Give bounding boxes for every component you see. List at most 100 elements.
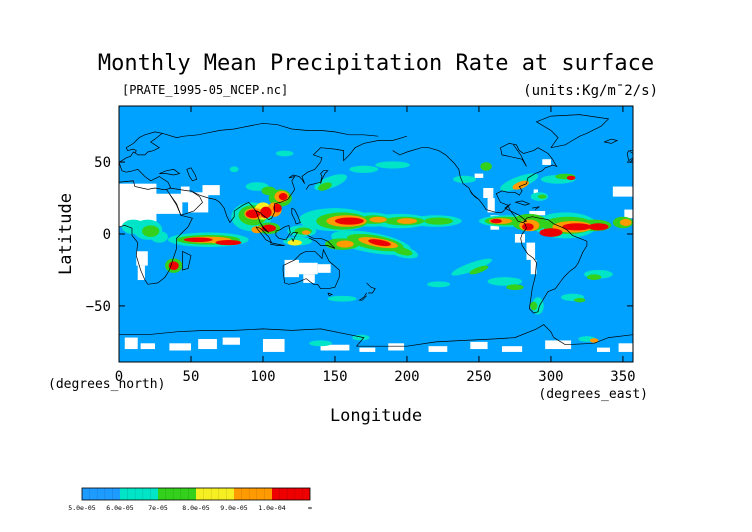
x-unit-label: (degrees_east) bbox=[538, 387, 648, 402]
precipitation-blob bbox=[588, 223, 609, 231]
x-tick-label: 0 bbox=[115, 369, 123, 385]
coastline bbox=[119, 324, 633, 347]
colorbar-swatch bbox=[82, 488, 120, 500]
precipitation-blob bbox=[287, 239, 302, 246]
missing-data-region bbox=[359, 347, 376, 352]
missing-data-region bbox=[542, 159, 551, 165]
y-axis-label: Latitude bbox=[56, 193, 76, 275]
coastline bbox=[255, 210, 269, 233]
missing-data-region bbox=[124, 337, 138, 350]
precipitation-blob bbox=[215, 240, 242, 246]
coastline bbox=[535, 114, 610, 149]
coastline bbox=[119, 131, 164, 163]
coastline bbox=[532, 206, 540, 210]
precipitation-blob bbox=[142, 225, 160, 237]
precipitation-blob bbox=[334, 217, 364, 225]
missing-data-region bbox=[222, 337, 240, 345]
source-label: [PRATE_1995-05_NCEP.nc] bbox=[122, 83, 288, 97]
precipitation-blob bbox=[537, 194, 547, 199]
coastline bbox=[604, 138, 619, 144]
missing-data-region bbox=[428, 346, 448, 352]
colorbar-tick-label: 5.0e-05 bbox=[68, 504, 95, 512]
precipitation-blob bbox=[368, 239, 391, 247]
precipitation-blob bbox=[453, 175, 477, 183]
precipitation-blob bbox=[451, 258, 493, 276]
missing-data-region bbox=[483, 187, 494, 199]
x-tick-label: 200 bbox=[394, 369, 419, 385]
coastline bbox=[305, 170, 329, 190]
coastline bbox=[358, 292, 367, 301]
precipitation-blob bbox=[318, 182, 332, 191]
coastline bbox=[327, 292, 334, 297]
y-tick-label: 50 bbox=[94, 155, 111, 171]
precipitation-blob bbox=[183, 237, 213, 243]
colorbar-tick-label: 6.0e-05 bbox=[106, 504, 133, 512]
coastline bbox=[190, 190, 209, 199]
missing-data-region bbox=[136, 251, 148, 266]
precipitation-blob bbox=[327, 295, 357, 302]
colorbar-tick-label: 7e-05 bbox=[148, 504, 168, 512]
precipitation-blob bbox=[375, 161, 410, 169]
missing-data-region bbox=[303, 274, 315, 283]
missing-data-region bbox=[388, 343, 405, 351]
coastline bbox=[514, 200, 531, 206]
precipitation-blob bbox=[506, 284, 524, 291]
missing-data-region bbox=[597, 347, 610, 352]
precipitation-blob bbox=[349, 165, 379, 173]
units-label: (units:Kg/m¯2/s) bbox=[523, 83, 658, 99]
missing-data-region bbox=[140, 343, 155, 350]
precipitation-blob bbox=[278, 193, 288, 201]
missing-data-region bbox=[529, 210, 546, 216]
coastline bbox=[169, 187, 203, 216]
y-axis-ticks: −50 0 50 bbox=[86, 155, 633, 315]
missing-data-region bbox=[624, 209, 633, 219]
precipitation-blob bbox=[427, 281, 451, 288]
coastline bbox=[186, 167, 198, 182]
colorbar-swatch bbox=[234, 488, 272, 500]
missing-data-region bbox=[154, 193, 183, 214]
missing-data-region bbox=[180, 186, 190, 203]
colorbar-legend: 5.0e-05 6.0e-05 7e-05 8.0e-05 9.0e-05 1.0e-04… bbox=[68, 487, 312, 512]
coastline bbox=[119, 180, 134, 183]
precipitation-blob bbox=[589, 338, 599, 343]
precipitation-blob bbox=[168, 261, 179, 270]
colorbar-tick-label: 9.0e-05 bbox=[220, 504, 247, 512]
missing-data-region bbox=[533, 189, 538, 194]
x-axis-label: Longitude bbox=[330, 406, 422, 426]
precipitation-blob bbox=[532, 297, 544, 315]
coastline bbox=[159, 168, 181, 176]
missing-data-region bbox=[188, 192, 209, 213]
coastline bbox=[270, 242, 285, 246]
missing-data-region bbox=[137, 265, 145, 281]
precipitation-blob bbox=[566, 175, 576, 181]
colorbar-tick-label: ∞ bbox=[308, 504, 312, 512]
coastline bbox=[290, 232, 299, 243]
coastline bbox=[392, 143, 558, 223]
precipitation-blob bbox=[620, 218, 632, 227]
missing-data-region bbox=[530, 259, 537, 275]
precipitation-blob bbox=[396, 218, 418, 224]
precipitation-blob bbox=[522, 223, 534, 231]
precipitation-blob bbox=[469, 265, 489, 275]
missing-data-region bbox=[320, 344, 350, 351]
precipitation-blob bbox=[392, 246, 413, 256]
x-tick-label: 300 bbox=[538, 369, 563, 385]
precipitation-blob bbox=[530, 301, 538, 311]
missing-data-region bbox=[169, 343, 191, 351]
coastline bbox=[291, 207, 301, 225]
coastline bbox=[366, 282, 376, 294]
precipitation-blob bbox=[512, 180, 529, 190]
missing-data-region bbox=[545, 340, 572, 350]
missing-data-region bbox=[284, 259, 299, 278]
y-unit-label: (degrees_north) bbox=[48, 377, 165, 392]
coastline bbox=[626, 150, 633, 161]
coastline bbox=[307, 235, 336, 249]
colorbar-swatch bbox=[158, 488, 196, 500]
missing-data-region bbox=[514, 234, 526, 243]
precipitation-blob bbox=[573, 298, 586, 303]
colorbar-swatch bbox=[196, 488, 234, 500]
missing-data-region bbox=[618, 343, 633, 352]
coastline bbox=[162, 122, 379, 138]
plot-area: 0 50 100 150 200 250 300 350 −50 0 50 bbox=[86, 105, 636, 385]
